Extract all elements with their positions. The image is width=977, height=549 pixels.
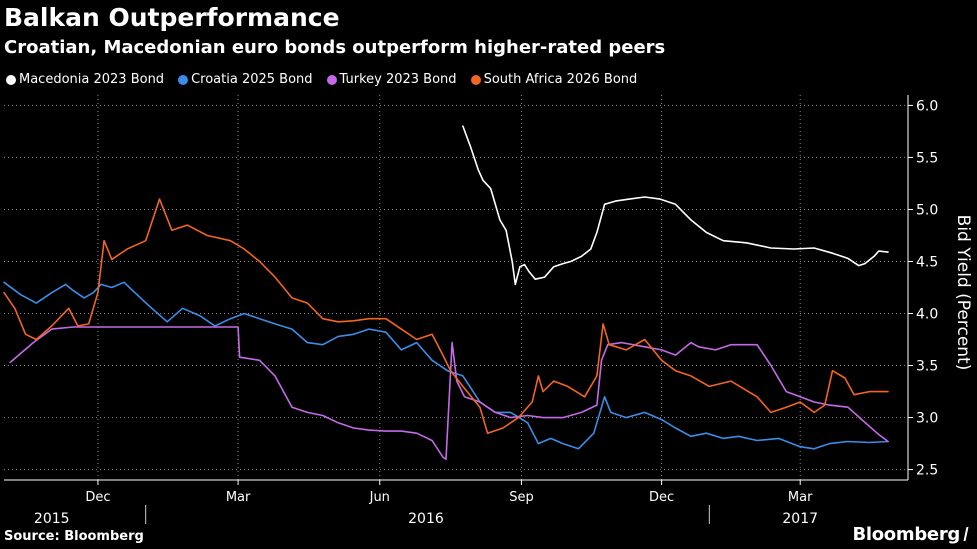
- year-label: 2017: [782, 511, 818, 527]
- series-line-croatia-2025-bond: [3, 281, 889, 450]
- legend-item-south-africa: South Africa 2026 Bond: [470, 72, 638, 87]
- legend-swatch-croatia: [178, 74, 189, 85]
- axes: 2.5 3.0 3.5 4.0 4.5 5.0 5.5 6.0 Dec Mar Jun Sep Dec M…: [4, 95, 973, 527]
- y-tick-label: 3.0: [916, 411, 938, 427]
- legend-label-turkey: Turkey 2023 Bond: [339, 72, 457, 87]
- legend-swatch-macedonia: [6, 74, 16, 85]
- x-tick-label: Dec: [85, 490, 110, 505]
- series-line-macedonia-2023-bond: [462, 125, 889, 286]
- x-tick-label: Sep: [509, 490, 534, 505]
- y-tick-label: 4.5: [916, 254, 938, 270]
- y-tick-label: 3.5: [916, 359, 938, 375]
- brand-name: Bloomberg: [852, 524, 960, 545]
- y-tick-label: 5.5: [916, 150, 938, 166]
- year-label: 2015: [34, 511, 70, 527]
- legend-swatch-south-africa: [470, 74, 481, 85]
- legend-item-macedonia: Macedonia 2023 Bond: [6, 72, 164, 87]
- y-tick-label: 6.0: [916, 98, 938, 114]
- legend-label-croatia: Croatia 2025 Bond: [191, 72, 313, 87]
- legend-item-turkey: Turkey 2023 Bond: [326, 72, 457, 87]
- x-tick-label: Dec: [649, 490, 674, 505]
- brand-logo: Bloomberg: [852, 524, 973, 545]
- chart-title: Balkan Outperformance: [4, 3, 340, 32]
- x-tick-label: Mar: [226, 490, 251, 505]
- legend-item-croatia: Croatia 2025 Bond: [178, 72, 313, 87]
- y-tick-label: 2.5: [916, 463, 938, 479]
- series-line-south-africa-2026-bond: [3, 198, 889, 434]
- legend: Macedonia 2023 Bond Croatia 2025 Bond Tu…: [6, 72, 651, 87]
- legend-swatch-turkey: [326, 74, 337, 85]
- x-tick-label: Jun: [369, 490, 390, 505]
- year-label: 2016: [408, 511, 444, 527]
- legend-label-macedonia: Macedonia 2023 Bond: [19, 72, 165, 87]
- series-layer: [3, 125, 889, 460]
- y-tick-label: 5.0: [916, 202, 938, 218]
- x-tick-label: Mar: [788, 490, 813, 505]
- series-line-turkey-2023-bond: [9, 326, 889, 460]
- gridlines: [4, 95, 908, 480]
- y-tick-label: 4.0: [916, 307, 938, 323]
- source-note: Source: Bloomberg: [4, 529, 144, 544]
- chart-subtitle: Croatian, Macedonian euro bonds outperfo…: [4, 37, 666, 58]
- y-axis-title: Bid Yield (Percent): [953, 215, 973, 371]
- legend-label-south-africa: South Africa 2026 Bond: [483, 72, 638, 87]
